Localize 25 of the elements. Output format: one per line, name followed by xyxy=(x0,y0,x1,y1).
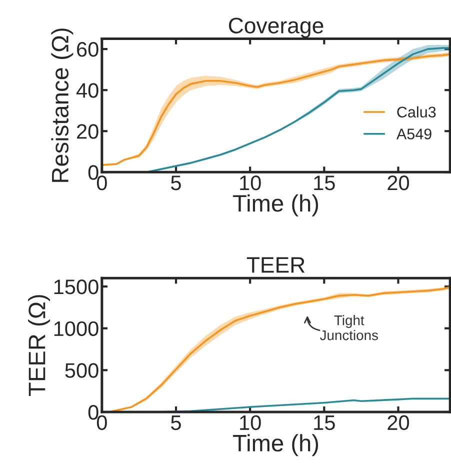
chart-title: TEER xyxy=(246,257,305,273)
x-axis-title: Time (h) xyxy=(233,434,318,456)
y-tick-label: 0 xyxy=(88,165,98,180)
x-tick-label: 20 xyxy=(388,176,410,190)
y-tick-label: 500 xyxy=(65,363,98,378)
y-tick-label: 60 xyxy=(77,42,98,57)
y-tick-label: 0 xyxy=(88,404,98,420)
annotation: Tight Junctions xyxy=(320,315,378,340)
y-tick-label: 20 xyxy=(77,124,98,139)
y-tick-label: 1000 xyxy=(54,321,98,336)
chart-title: Coverage xyxy=(228,18,324,38)
y-axis-title: Resistance (Ω) xyxy=(51,28,74,182)
y-tick-label: 40 xyxy=(76,83,98,98)
legend-label: Calu3 xyxy=(397,106,436,118)
legend-label: A549 xyxy=(396,128,432,140)
x-tick-label: 5 xyxy=(171,416,181,430)
x-tick-label: 15 xyxy=(314,176,335,190)
x-axis-title: Time (h) xyxy=(233,194,318,216)
x-tick-label: 15 xyxy=(314,416,335,430)
x-tick-label: 20 xyxy=(388,415,410,430)
x-tick-label: 10 xyxy=(240,415,261,430)
y-tick-label: 1500 xyxy=(54,279,98,294)
y-axis-title: TEER (Ω) xyxy=(28,295,50,396)
x-tick-label: 10 xyxy=(240,176,261,190)
x-tick-label: 5 xyxy=(171,176,181,190)
